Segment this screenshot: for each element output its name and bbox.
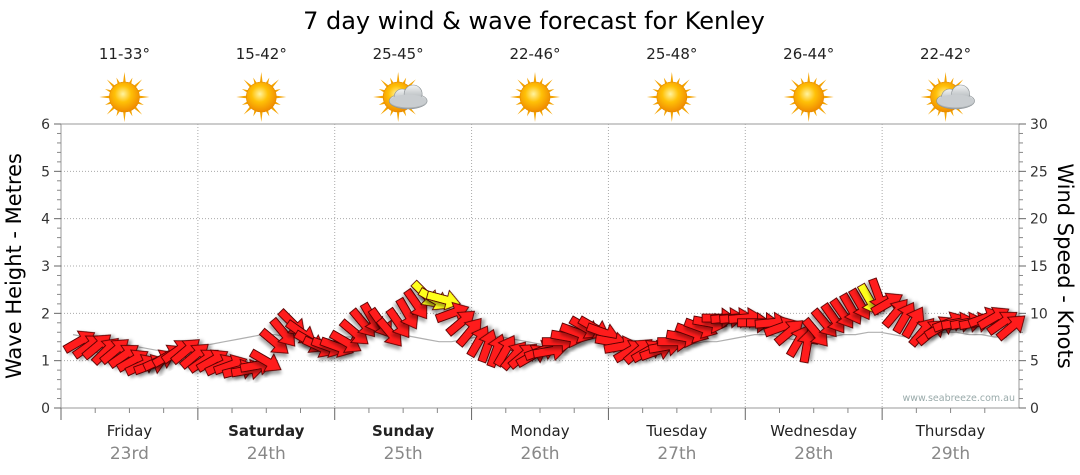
wind-arrow [820,302,845,334]
left-tick-label: 0 [41,401,50,417]
wind-arrow [477,328,499,364]
wind-arrow [901,306,925,340]
sun-icon [783,72,834,122]
daily-weather-row: 11-33° 15-42° 25-45° 22-46° 25-48° 26-44° 22-4… [99,45,975,122]
wind-arrows [62,277,1026,381]
temperature-range: 26-44° [783,45,834,63]
right-tick-label: 20 [1030,212,1048,228]
day-label: Friday [107,422,153,440]
sun-cloud-icon [373,72,428,122]
left-axis-title: Wave Height - Metres [2,153,26,379]
sun-disc [245,81,277,113]
day-label: Thursday [915,422,986,440]
date-label: 24th [247,444,286,464]
sun-icon [510,72,560,122]
temperature-range: 22-46° [509,45,560,63]
day-label: Wednesday [770,422,857,440]
sun-icon [236,72,287,122]
cloud-shape [936,84,975,110]
right-tick-label: 0 [1030,401,1039,417]
cloud-shape [388,84,428,110]
sun-icon [99,72,150,122]
right-tick-label: 10 [1030,306,1048,322]
right-tick-label: 25 [1030,164,1048,180]
left-tick-label: 6 [41,117,50,133]
day-label: Saturday [228,422,305,440]
temperature-range: 11-33° [99,45,150,63]
wind-arrow [328,329,362,353]
temperature-range: 22-42° [920,45,971,63]
left-tick-label: 2 [41,306,50,322]
sun-disc [793,81,825,113]
wind-arrow [810,307,837,338]
wind-arrow [445,310,476,337]
left-tick-label: 3 [41,259,50,275]
credit-text: www.seabreeze.com.au [903,393,1016,404]
wind-arrow [829,297,854,329]
date-label: 23rd [110,444,149,464]
wave-height-line [72,331,1007,352]
date-label: 28th [794,444,833,464]
wind-arrow [425,289,462,311]
left-y-axis: 0 1 2 3 4 5 6 [41,117,61,417]
sun-disc [109,81,140,113]
wind-arrow [995,315,1026,342]
right-tick-label: 5 [1030,354,1039,370]
chart-title: 7 day wind & wave forecast for Kenley [303,7,765,35]
day-label: Sunday [372,422,435,440]
right-tick-label: 15 [1030,259,1048,275]
right-tick-label: 30 [1030,117,1048,133]
sun-disc [656,81,688,113]
sun-icon [646,72,697,122]
left-tick-label: 1 [41,354,50,370]
right-y-axis: 0 5 10 15 20 25 30 [1019,117,1048,417]
day-label: Monday [510,422,569,440]
date-label: 27th [657,444,696,464]
wind-arrow [248,348,282,372]
left-tick-label: 5 [41,164,50,180]
temperature-range: 15-42° [236,45,287,63]
right-axis-title: Wind Speed - Knots [1053,163,1077,368]
sun-disc [519,81,551,113]
x-axis: Friday 23rd Saturday 24th Sunday 25th Monday 26… [60,408,986,464]
left-tick-label: 4 [41,212,50,228]
wind-arrow [455,317,482,348]
day-label: Tuesday [645,422,707,440]
date-label: 25th [384,444,423,464]
date-label: 26th [520,444,559,464]
temperature-range: 25-45° [373,45,424,63]
sun-cloud-icon [920,72,975,122]
temperature-range: 25-48° [646,45,697,63]
date-label: 29th [931,444,970,464]
